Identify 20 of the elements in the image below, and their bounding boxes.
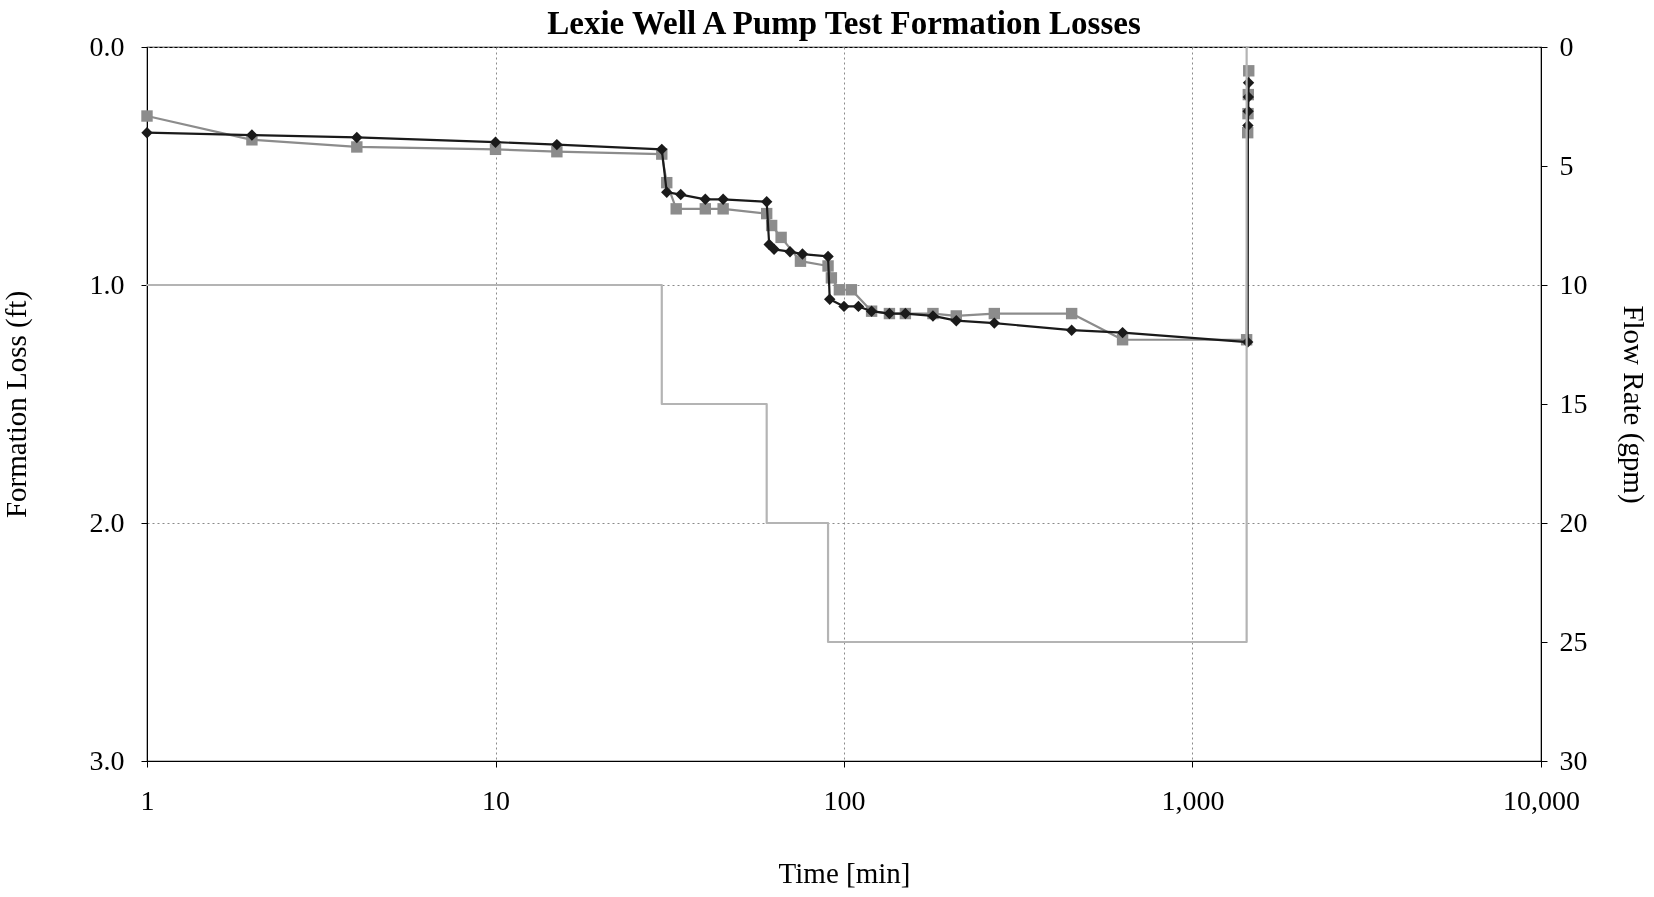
y-tick-label: 0.0 <box>89 30 125 62</box>
y-tick-label: 1.0 <box>89 268 125 300</box>
y2-tick-label: 10 <box>1559 268 1588 300</box>
y2-tick-label: 0 <box>1559 30 1574 62</box>
x-tick-label: 10 <box>482 784 510 816</box>
y2-tick-label: 25 <box>1559 625 1588 657</box>
y2-axis-title: Flow Rate (gpm) <box>1616 305 1650 504</box>
y2-tick-label: 30 <box>1559 744 1588 776</box>
y-tick-label: 2.0 <box>89 506 125 538</box>
x-axis-title: Time [min] <box>778 856 911 889</box>
y-axis-title: Formation Loss (ft) <box>0 290 33 519</box>
y2-tick-label: 15 <box>1559 387 1588 419</box>
chart-title: Lexie Well A Pump Test Formation Losses <box>547 5 1141 41</box>
y-tick-label: 3.0 <box>89 744 125 776</box>
x-tick-label: 1,000 <box>1161 784 1225 816</box>
x-tick-label: 1 <box>140 784 155 816</box>
x-tick-label: 100 <box>823 784 866 816</box>
y2-tick-label: 5 <box>1559 149 1574 181</box>
x-tick-label: 10,000 <box>1503 784 1580 816</box>
y2-tick-label: 20 <box>1559 506 1588 538</box>
